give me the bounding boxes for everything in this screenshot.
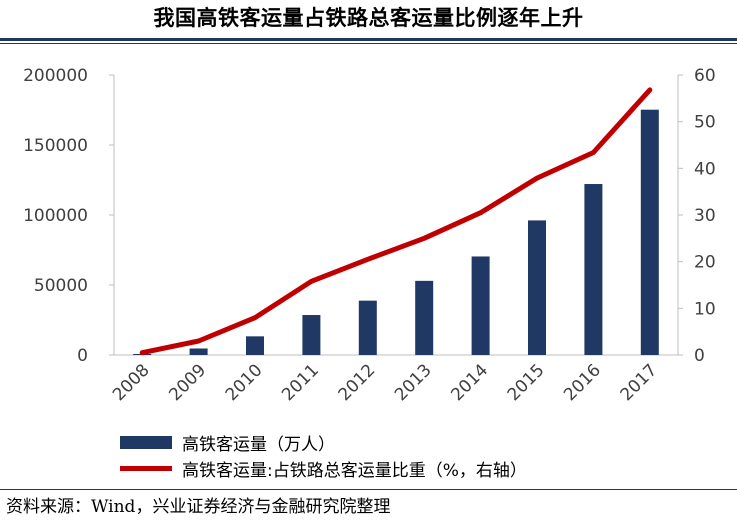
title-rule-bottom — [0, 43, 737, 44]
bar — [471, 256, 490, 355]
y-right-tick-label: 0 — [694, 346, 705, 366]
bar-series — [133, 109, 659, 355]
legend-swatch-line — [120, 465, 172, 471]
x-tick-label: 2016 — [560, 360, 605, 405]
bar — [415, 280, 434, 355]
y-right-tick-label: 40 — [694, 159, 716, 179]
legend-swatch-bar — [120, 435, 172, 449]
x-tick-label: 2010 — [222, 360, 267, 405]
line-series — [139, 87, 653, 356]
y-axis-right: 0 10 20 30 40 50 60 — [677, 66, 716, 366]
x-tick-label: 2011 — [278, 360, 323, 405]
bar — [584, 184, 603, 355]
source-note: 资料来源：Wind，兴业证券经济与金融研究院整理 — [6, 497, 391, 517]
bar — [358, 300, 377, 355]
title-rule-top — [0, 38, 737, 41]
x-tick-label: 2009 — [165, 360, 210, 405]
x-tick-label: 2014 — [447, 360, 492, 405]
legend-item-bars: 高铁客运量（万人） — [120, 430, 335, 455]
bar — [302, 315, 321, 355]
y-right-tick-label: 20 — [694, 253, 716, 273]
ratio-line — [139, 87, 653, 356]
y-left-tick-label: 200000 — [23, 66, 88, 86]
y-left-tick-label: 100000 — [23, 206, 88, 226]
legend-label-bars: 高铁客运量（万人） — [182, 434, 335, 455]
y-left-tick-label: 50000 — [34, 276, 88, 296]
bar — [246, 336, 264, 355]
legend-item-line: 高铁客运量:占铁路总客运量比重（%，右轴） — [120, 456, 527, 481]
bar — [528, 220, 546, 355]
y-right-tick-label: 10 — [694, 299, 716, 319]
legend-label-line: 高铁客运量:占铁路总客运量比重（%，右轴） — [182, 460, 527, 481]
y-right-tick-label: 50 — [694, 113, 716, 133]
chart-title: 我国高铁客运量占铁路总客运量比例逐年上升 — [153, 5, 584, 30]
y-right-tick-label: 30 — [694, 206, 716, 226]
x-tick-label: 2012 — [335, 360, 380, 405]
y-left-tick-label: 150000 — [23, 136, 88, 156]
x-tick-label: 2017 — [617, 360, 662, 405]
y-right-tick-label: 60 — [694, 66, 716, 86]
y-axis-left: 0 50000 100000 150000 200000 — [23, 66, 115, 366]
x-tick-label: 2013 — [391, 360, 436, 405]
x-axis: 2008 2009 2010 2011 2012 2013 2014 2015 2016 2017 — [109, 354, 678, 405]
y-left-tick-label: 0 — [77, 346, 88, 366]
x-tick-label: 2015 — [504, 360, 549, 405]
source-rule — [0, 489, 737, 490]
bar — [640, 109, 659, 355]
combo-chart: 0 50000 100000 150000 200000 0 10 20 30 40 50 60 2… — [23, 66, 716, 405]
x-tick-label: 2008 — [109, 360, 154, 405]
bar — [189, 348, 208, 355]
